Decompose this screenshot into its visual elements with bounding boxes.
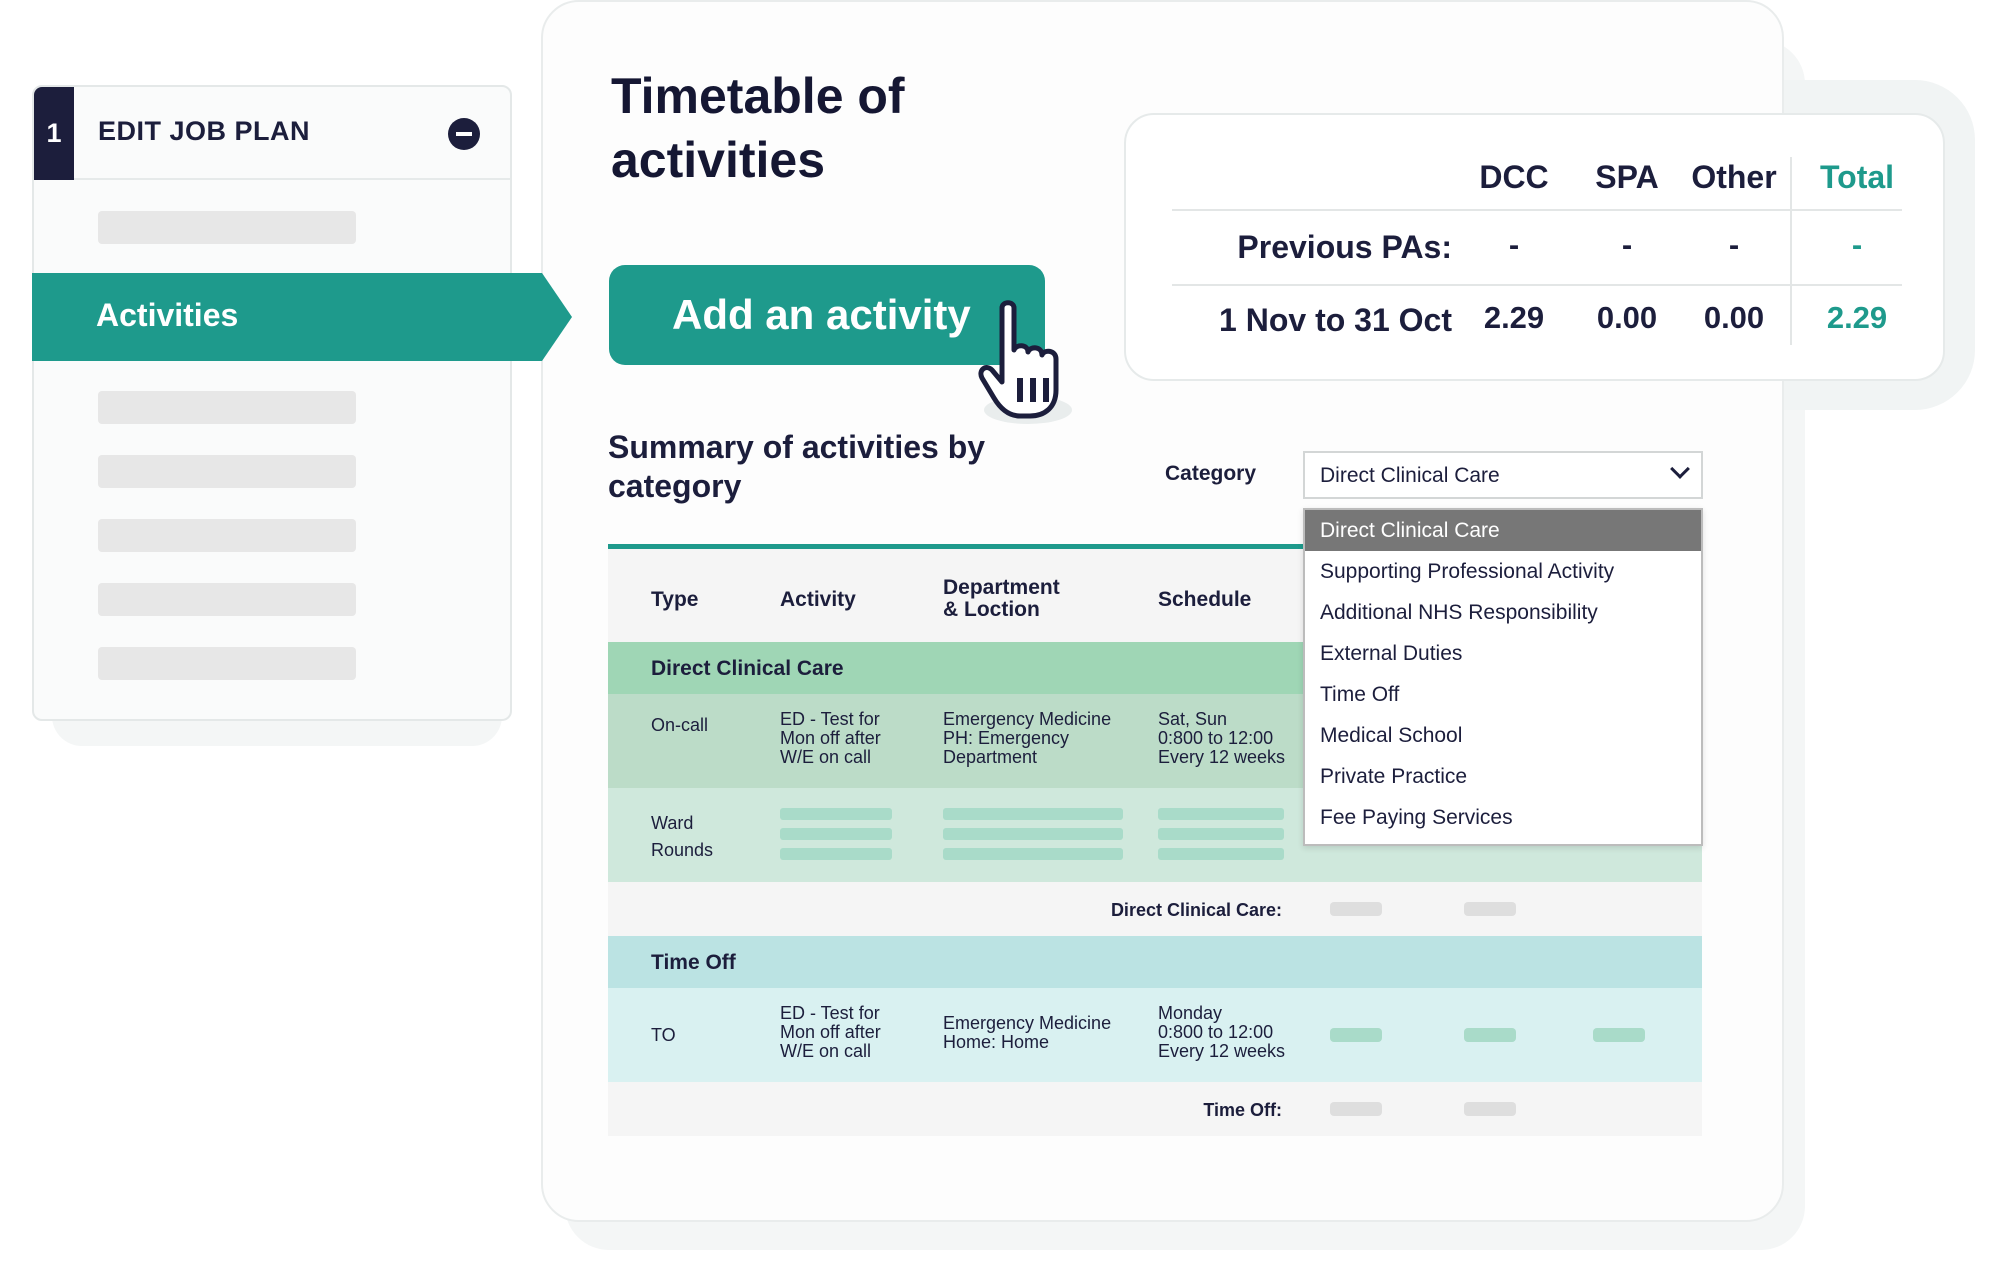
pa-column-other: Other <box>1691 159 1777 195</box>
dropdown-option[interactable]: Private Practice <box>1320 765 1468 788</box>
sidebar: 1 EDIT JOB PLAN <box>32 85 512 721</box>
category-select[interactable]: Direct Clinical Care <box>1303 451 1703 499</box>
table-row[interactable]: TO ED - Test for Mon off after W/E on ca… <box>608 988 1702 1082</box>
summary-title: Summary of activities by category <box>608 429 986 504</box>
dropdown-option[interactable]: Time Off <box>1320 683 1400 706</box>
column-header-type: Type <box>651 588 699 611</box>
pa-total-value: 2.29 <box>1826 300 1888 335</box>
sidebar-item-activities[interactable]: Activities <box>32 273 572 361</box>
dropdown-option[interactable]: Supporting Professional Activity <box>1320 560 1615 583</box>
pa-column-dcc: DCC <box>1479 159 1549 195</box>
category-selected-value: Direct Clinical Care <box>1320 464 1500 487</box>
chevron-down-icon <box>1670 459 1690 479</box>
sidebar-item-placeholder[interactable] <box>98 647 356 680</box>
column-header-department: Department & Loction <box>943 576 1060 621</box>
pa-total-divider <box>1790 157 1792 345</box>
page-title: Timetable of activities <box>611 68 905 188</box>
total-placeholder <box>1330 902 1382 916</box>
sidebar-item-placeholder[interactable] <box>98 519 356 552</box>
collapse-minus-icon[interactable] <box>448 118 480 150</box>
cell-activity: ED - Test for Mon off after W/E on call <box>780 709 881 767</box>
pa-row-label: 1 Nov to 31 Oct <box>1219 302 1452 338</box>
total-label: Direct Clinical Care: <box>1110 900 1282 920</box>
cell-type: Ward Rounds <box>651 813 714 860</box>
placeholder-bar <box>780 808 892 820</box>
pa-value: 2.29 <box>1483 300 1545 335</box>
category-total-row: Time Off: <box>608 1082 1702 1136</box>
value-placeholder <box>1330 1028 1382 1042</box>
column-header-schedule: Schedule <box>1158 588 1252 611</box>
pa-value: - <box>1728 227 1740 262</box>
cell-type: TO <box>651 1025 676 1045</box>
sidebar-item-placeholder[interactable] <box>98 455 356 488</box>
placeholder-bar <box>780 828 892 840</box>
category-row-time-off: Time Off <box>608 936 1702 988</box>
cell-type: On-call <box>651 715 709 735</box>
sidebar-item-placeholder[interactable] <box>98 583 356 616</box>
pa-value: - <box>1508 227 1520 262</box>
step-number: 1 <box>34 87 74 180</box>
dropdown-option[interactable]: Medical School <box>1320 724 1463 747</box>
total-placeholder <box>1330 1102 1382 1116</box>
pa-value: 0.00 <box>1596 300 1658 335</box>
cell-schedule: Sat, Sun 0:800 to 12:00 Every 12 weeks <box>1158 709 1286 767</box>
value-placeholder <box>1464 1028 1516 1042</box>
placeholder-bar <box>943 828 1123 840</box>
sidebar-item-placeholder[interactable] <box>98 211 356 244</box>
add-activity-button[interactable]: Add an activity <box>609 265 1045 365</box>
placeholder-bar <box>780 848 892 860</box>
placeholder-bar <box>1158 828 1284 840</box>
pa-summary-card: DCC SPA Other Total Previous PAs: - - - … <box>1124 113 1945 381</box>
pa-value: 0.00 <box>1703 300 1765 335</box>
pa-value: - <box>1621 227 1633 262</box>
category-name: Time Off <box>651 951 736 974</box>
pa-total-value: - <box>1851 227 1863 262</box>
sidebar-header[interactable]: 1 EDIT JOB PLAN <box>34 87 510 180</box>
category-name: Direct Clinical Care <box>651 657 844 680</box>
cell-department: Emergency Medicine Home: Home <box>943 1013 1112 1052</box>
table-accent-bar <box>608 544 1702 549</box>
cell-activity: ED - Test for Mon off after W/E on call <box>780 1003 881 1061</box>
total-placeholder <box>1464 1102 1516 1116</box>
placeholder-bar <box>943 808 1123 820</box>
cell-department: Emergency Medicine PH: Emergency Departm… <box>943 709 1112 767</box>
placeholder-bar <box>1158 808 1284 820</box>
pa-column-spa: SPA <box>1595 159 1659 195</box>
dropdown-option[interactable]: Fee Paying Services <box>1320 806 1513 829</box>
category-dropdown-list: Direct Clinical Care Supporting Professi… <box>1303 508 1703 846</box>
sidebar-item-label: Activities <box>96 297 239 333</box>
dropdown-option[interactable]: Direct Clinical Care <box>1305 510 1701 551</box>
pa-divider <box>1172 209 1902 211</box>
cell-schedule: Monday 0:800 to 12:00 Every 12 weeks <box>1158 1003 1286 1061</box>
category-label: Category <box>1165 462 1257 485</box>
total-placeholder <box>1464 902 1516 916</box>
pa-column-total: Total <box>1819 159 1895 195</box>
placeholder-bar <box>943 848 1123 860</box>
pa-row-label: Previous PAs: <box>1237 229 1452 265</box>
dropdown-option[interactable]: External Duties <box>1320 642 1463 665</box>
total-label: Time Off: <box>1203 1100 1282 1120</box>
dropdown-option[interactable]: Additional NHS Responsibility <box>1320 601 1598 624</box>
placeholder-bar <box>1158 848 1284 860</box>
column-header-activity: Activity <box>780 588 856 611</box>
hand-pointer-cursor-icon <box>978 300 1072 424</box>
sidebar-title: EDIT JOB PLAN <box>98 116 311 146</box>
value-placeholder <box>1593 1028 1645 1042</box>
category-total-row: Direct Clinical Care: <box>608 882 1702 936</box>
pa-divider <box>1172 284 1902 286</box>
sidebar-item-placeholder[interactable] <box>98 391 356 424</box>
